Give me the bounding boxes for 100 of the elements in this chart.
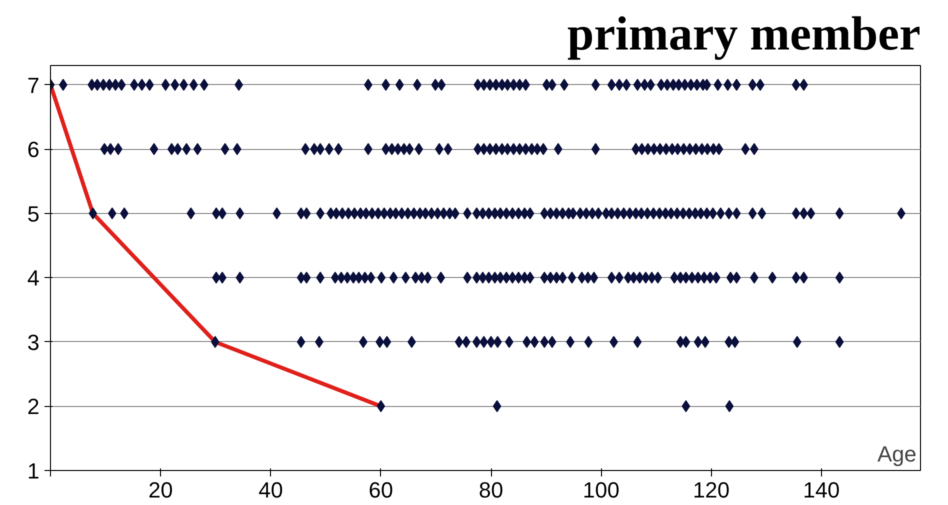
- point: [395, 78, 404, 91]
- point: [714, 78, 722, 91]
- point: [437, 78, 446, 91]
- point: [509, 143, 518, 156]
- point: [584, 336, 593, 348]
- point: [493, 336, 502, 348]
- point: [492, 400, 502, 412]
- point: [682, 400, 690, 412]
- x-tick-label: 140: [803, 478, 840, 502]
- point: [145, 78, 154, 91]
- point: [486, 143, 494, 156]
- point: [210, 336, 220, 348]
- point: [414, 143, 424, 156]
- y-tick-label: 6: [27, 137, 40, 162]
- point: [633, 336, 642, 348]
- x-tick-label: 120: [692, 478, 730, 502]
- point: [138, 78, 146, 91]
- y-tick-label: 2: [27, 394, 40, 420]
- point: [714, 143, 724, 156]
- point: [480, 336, 488, 348]
- point: [792, 336, 802, 348]
- point: [591, 78, 600, 91]
- x-tick-label: 100: [582, 478, 620, 502]
- point: [656, 78, 666, 91]
- x-tick-label: 80: [478, 478, 504, 502]
- point: [388, 143, 396, 156]
- x-tick-label: 40: [258, 478, 283, 502]
- point: [105, 78, 114, 91]
- point: [394, 143, 402, 156]
- point: [376, 400, 386, 412]
- point: [382, 336, 392, 348]
- point: [644, 143, 652, 156]
- point: [540, 336, 549, 348]
- point: [656, 143, 664, 156]
- point: [686, 78, 696, 91]
- point: [334, 143, 343, 156]
- point: [111, 78, 120, 91]
- point: [296, 336, 306, 348]
- point: [301, 143, 310, 156]
- point: [591, 143, 600, 156]
- point: [486, 336, 496, 348]
- point: [161, 78, 170, 91]
- point: [99, 78, 108, 91]
- point: [200, 78, 208, 91]
- y-tick-label: 4: [27, 266, 40, 291]
- point: [741, 143, 750, 156]
- point: [431, 78, 440, 91]
- point: [170, 78, 180, 91]
- point: [454, 336, 464, 348]
- point: [692, 78, 702, 91]
- y-tick-label: 7: [27, 72, 40, 98]
- x-axis-title: Age: [877, 442, 917, 466]
- point: [480, 78, 488, 91]
- point: [503, 78, 512, 91]
- point: [486, 78, 494, 91]
- point: [503, 143, 512, 156]
- point: [682, 336, 690, 348]
- point: [640, 78, 649, 91]
- point: [444, 143, 452, 156]
- point: [748, 78, 757, 91]
- point: [732, 78, 741, 91]
- point: [220, 143, 230, 156]
- point: [694, 336, 702, 348]
- point: [167, 143, 176, 156]
- point: [515, 78, 524, 91]
- point: [650, 143, 658, 156]
- point: [530, 336, 539, 348]
- point: [692, 143, 700, 156]
- point: [638, 143, 646, 156]
- point: [509, 78, 518, 91]
- point: [106, 143, 115, 156]
- point: [324, 143, 334, 156]
- point: [835, 336, 844, 348]
- point: [703, 143, 712, 156]
- point: [548, 336, 556, 348]
- point: [492, 78, 500, 91]
- point: [792, 78, 800, 91]
- y-tick-label: 5: [27, 201, 40, 226]
- point: [724, 336, 734, 348]
- point: [730, 336, 740, 348]
- point: [622, 78, 631, 91]
- point: [662, 143, 670, 156]
- point: [405, 143, 414, 156]
- point: [480, 143, 488, 156]
- point: [150, 143, 158, 156]
- point: [607, 78, 616, 91]
- point: [515, 143, 524, 156]
- x-tick-label: 20: [148, 478, 173, 502]
- point: [193, 143, 202, 156]
- point: [182, 143, 191, 156]
- point: [492, 143, 500, 156]
- point: [548, 78, 556, 91]
- x-tick-label: 60: [368, 478, 394, 502]
- point: [725, 400, 734, 412]
- point: [100, 143, 109, 156]
- y-tick-label: 1: [27, 458, 40, 484]
- y-tick-label: 3: [27, 330, 40, 355]
- chart-title: primary member: [567, 8, 920, 60]
- point: [633, 78, 642, 91]
- point: [117, 78, 126, 91]
